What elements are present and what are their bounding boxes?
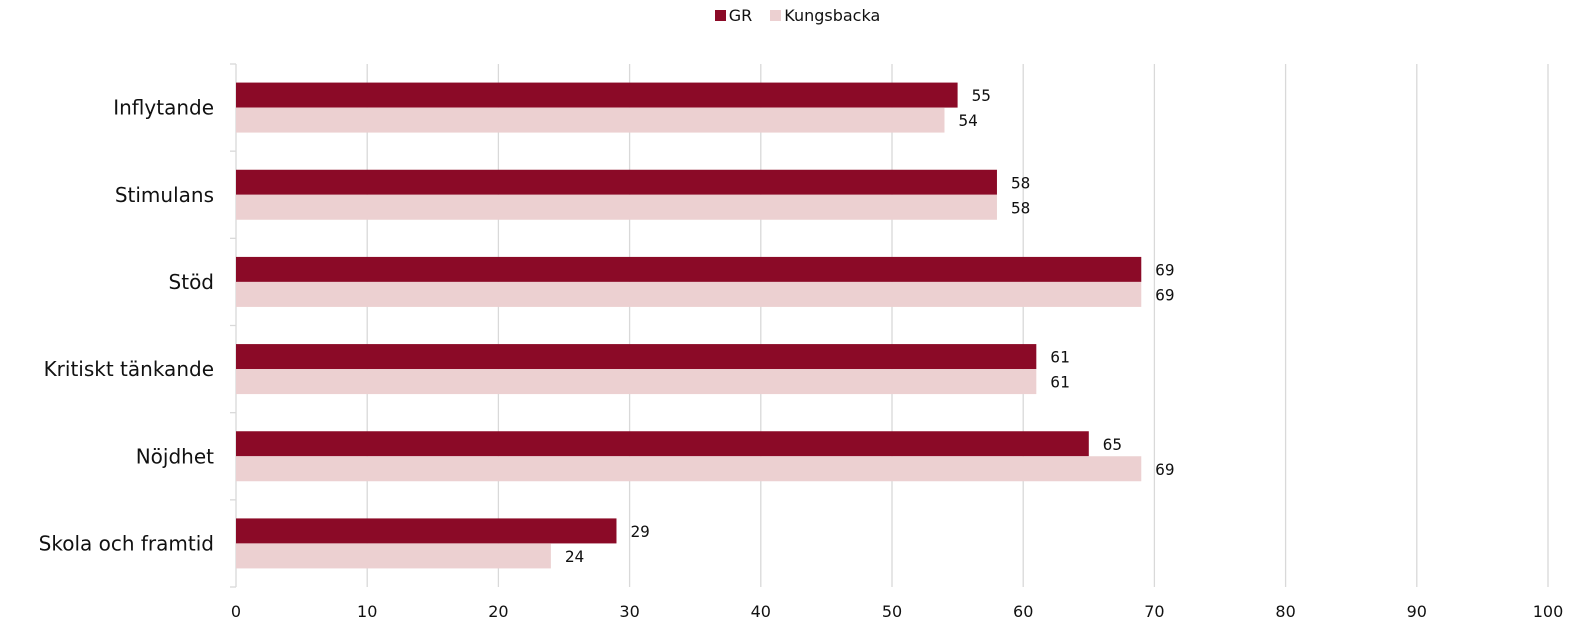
x-tick-label-90: 90 xyxy=(1407,602,1427,621)
legend-swatch-kungsbacka xyxy=(770,10,782,21)
data-label-gr: 61 xyxy=(1050,348,1069,367)
x-tick-label-0: 0 xyxy=(231,602,241,621)
category-label: Nöjdhet xyxy=(136,444,214,468)
data-label-gr: 69 xyxy=(1155,260,1174,279)
bar-gr xyxy=(236,256,1142,282)
bar-kungsbacka xyxy=(236,194,997,220)
data-label-kungsbacka: 58 xyxy=(1011,198,1030,217)
legend-swatch-gr xyxy=(714,10,726,21)
x-tick-label-30: 30 xyxy=(619,602,639,621)
x-tick-label-70: 70 xyxy=(1144,602,1164,621)
legend-label-kungsbacka: Kungsbacka xyxy=(784,6,881,25)
category-label: Inflytande xyxy=(113,96,214,120)
bar-gr xyxy=(236,169,997,195)
data-label-gr: 65 xyxy=(1103,435,1122,454)
bar-gr xyxy=(236,82,958,108)
data-label-kungsbacka: 69 xyxy=(1155,285,1174,304)
category-label: Stöd xyxy=(169,270,214,294)
bar-kungsbacka xyxy=(236,456,1142,482)
bar-gr xyxy=(236,431,1089,457)
data-label-kungsbacka: 61 xyxy=(1050,373,1069,392)
x-tick-label-10: 10 xyxy=(357,602,377,621)
bar-kungsbacka xyxy=(236,281,1142,307)
category-label: Kritiskt tänkande xyxy=(44,357,214,381)
legend-label-gr: GR xyxy=(728,6,753,25)
x-tick-label-80: 80 xyxy=(1275,602,1295,621)
category-label: Skola och framtid xyxy=(39,531,214,555)
x-tick-label-100: 100 xyxy=(1533,602,1564,621)
bar-gr xyxy=(236,344,1037,370)
bar-kungsbacka xyxy=(236,543,551,569)
x-tick-label-20: 20 xyxy=(488,602,508,621)
data-label-kungsbacka: 54 xyxy=(958,111,977,130)
data-label-kungsbacka: 24 xyxy=(565,547,584,566)
x-tick-label-40: 40 xyxy=(751,602,771,621)
data-label-gr: 29 xyxy=(630,522,649,541)
bar-gr xyxy=(236,518,617,544)
chart-legend: GR Kungsbacka xyxy=(0,6,1595,25)
bar-kungsbacka xyxy=(236,369,1037,395)
data-label-gr: 55 xyxy=(972,86,991,105)
bar-kungsbacka xyxy=(236,107,945,133)
data-label-kungsbacka: 69 xyxy=(1155,460,1174,479)
category-label: Stimulans xyxy=(115,183,214,207)
legend-item-kungsbacka: Kungsbacka xyxy=(770,6,880,25)
legend-item-gr: GR xyxy=(714,6,753,25)
x-tick-label-60: 60 xyxy=(1013,602,1033,621)
x-tick-label-50: 50 xyxy=(882,602,902,621)
data-label-gr: 58 xyxy=(1011,173,1030,192)
